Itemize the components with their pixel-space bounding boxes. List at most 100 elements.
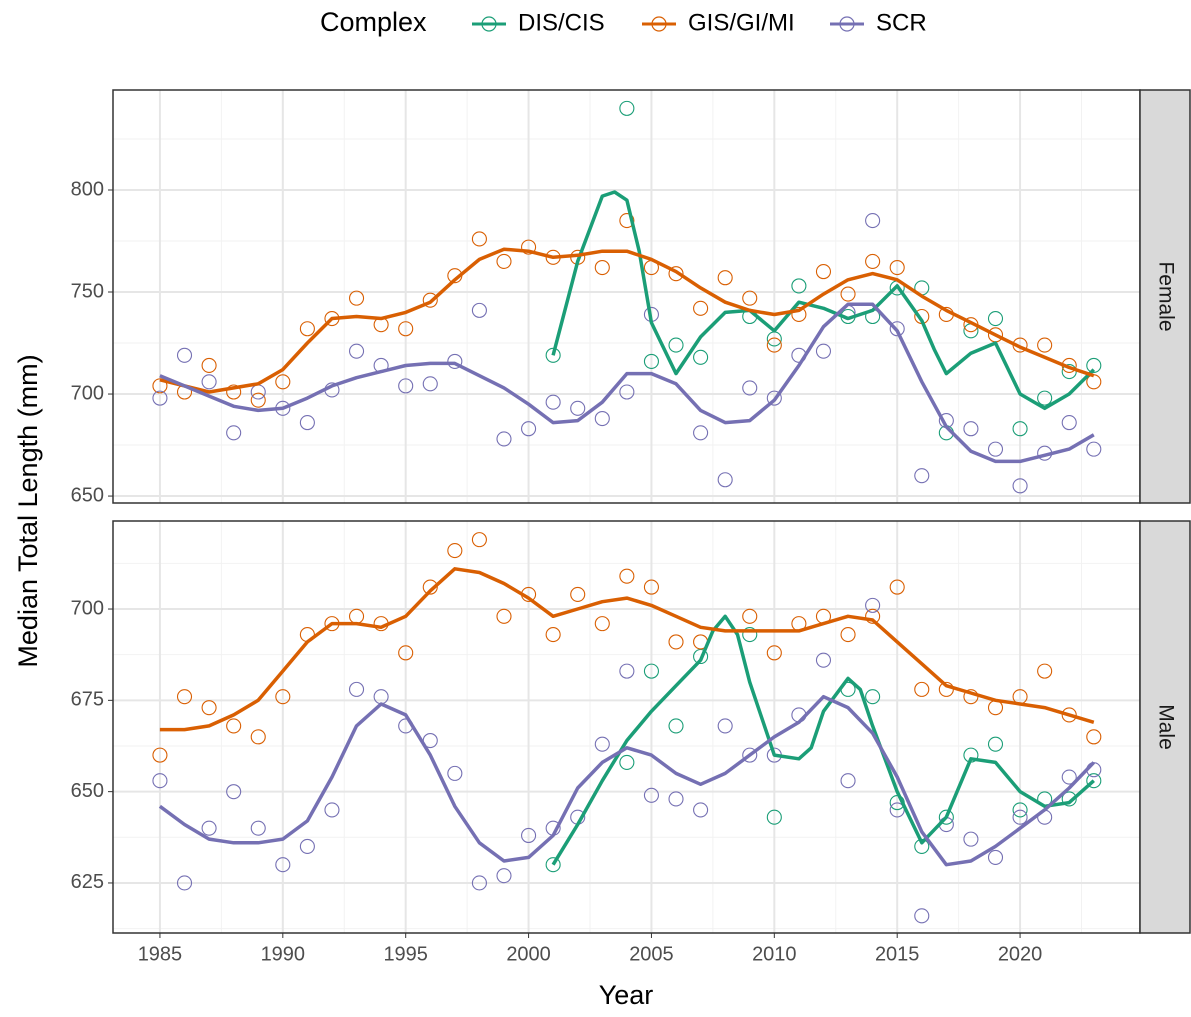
data-point [865, 213, 881, 229]
data-point [791, 278, 807, 294]
data-point [471, 532, 487, 548]
x-tick-label: 2015 [875, 943, 920, 965]
y-axis-title: Median Total Length (mm) [13, 354, 43, 667]
data-point [643, 353, 659, 369]
data-point [742, 747, 758, 763]
data-point [570, 400, 586, 416]
data-point [619, 663, 635, 679]
data-point [1012, 421, 1028, 437]
data-point [668, 337, 684, 353]
data-point [914, 681, 930, 697]
strip-label: Female [1154, 261, 1177, 331]
data-point [619, 754, 635, 770]
data-point [348, 681, 365, 697]
x-tick-label: 2000 [506, 943, 551, 965]
data-point [742, 608, 758, 624]
data-point [815, 264, 832, 280]
strip-background [1139, 520, 1191, 934]
data-point [619, 100, 635, 116]
data-point [1061, 769, 1077, 785]
data-point [275, 857, 291, 873]
data-point [226, 425, 242, 441]
y-tick-label: 650 [71, 484, 104, 506]
data-point [693, 802, 709, 818]
data-point [176, 347, 193, 363]
legend-key-marker [839, 16, 855, 32]
smooth-line [158, 694, 1096, 867]
data-point [348, 343, 365, 359]
data-point [963, 421, 979, 437]
data-point [1012, 478, 1028, 494]
data-point [987, 736, 1004, 752]
strip-background [1139, 89, 1191, 504]
data-point [938, 809, 954, 825]
data-point [176, 689, 193, 705]
data-point [717, 270, 733, 286]
data-point [324, 802, 340, 818]
data-point [643, 787, 659, 803]
y-tick-label: 675 [71, 689, 104, 711]
data-point [447, 543, 463, 559]
data-point [1061, 707, 1077, 723]
data-point [742, 290, 758, 306]
legend-label: DIS/CIS [518, 9, 605, 36]
data-point [1037, 663, 1053, 679]
data-point [742, 627, 758, 643]
data-point [422, 292, 438, 308]
data-point [619, 384, 635, 400]
data-point [447, 765, 463, 781]
data-point [176, 875, 193, 891]
data-point [398, 645, 414, 661]
data-point [152, 390, 168, 406]
data-point [742, 380, 758, 396]
x-tick-label: 1990 [261, 943, 306, 965]
data-point [496, 868, 512, 884]
data-point [619, 568, 635, 584]
data-point [963, 831, 979, 847]
x-tick-label: 1995 [383, 943, 428, 965]
data-point [865, 597, 881, 613]
data-point [1061, 791, 1077, 807]
data-point [275, 374, 291, 390]
data-point [693, 349, 709, 365]
data-point [619, 213, 635, 229]
data-point [1037, 390, 1053, 406]
data-point [840, 286, 856, 302]
data-point [299, 415, 315, 431]
data-point [1086, 441, 1102, 457]
data-point [766, 809, 782, 825]
data-point [1086, 773, 1102, 789]
smooth-line [159, 302, 1095, 464]
data-point [594, 410, 610, 427]
legend-label: SCR [876, 9, 927, 36]
data-point [226, 384, 242, 400]
data-point [693, 425, 709, 441]
data-point [668, 791, 684, 807]
y-tick-label: 700 [71, 382, 104, 404]
data-point [471, 231, 487, 247]
data-point [865, 608, 881, 624]
data-point [250, 392, 266, 408]
data-point [201, 357, 217, 374]
data-point [398, 378, 414, 394]
data-point [1061, 415, 1077, 431]
data-point [496, 608, 512, 624]
data-point [889, 579, 905, 595]
data-point [889, 259, 905, 276]
y-tick-label: 750 [71, 280, 104, 302]
data-point [1012, 802, 1028, 818]
data-point [889, 321, 905, 337]
data-point [152, 747, 168, 763]
data-point [226, 718, 242, 734]
data-point [496, 253, 512, 269]
data-point [521, 239, 537, 255]
x-tick-label: 2010 [752, 943, 797, 965]
data-point [668, 634, 684, 650]
data-point [275, 689, 291, 705]
data-point [521, 421, 537, 437]
smooth-line [159, 247, 1095, 394]
data-point [643, 579, 659, 595]
data-point [987, 441, 1004, 457]
data-point [299, 838, 315, 854]
y-tick-label: 625 [71, 871, 104, 893]
